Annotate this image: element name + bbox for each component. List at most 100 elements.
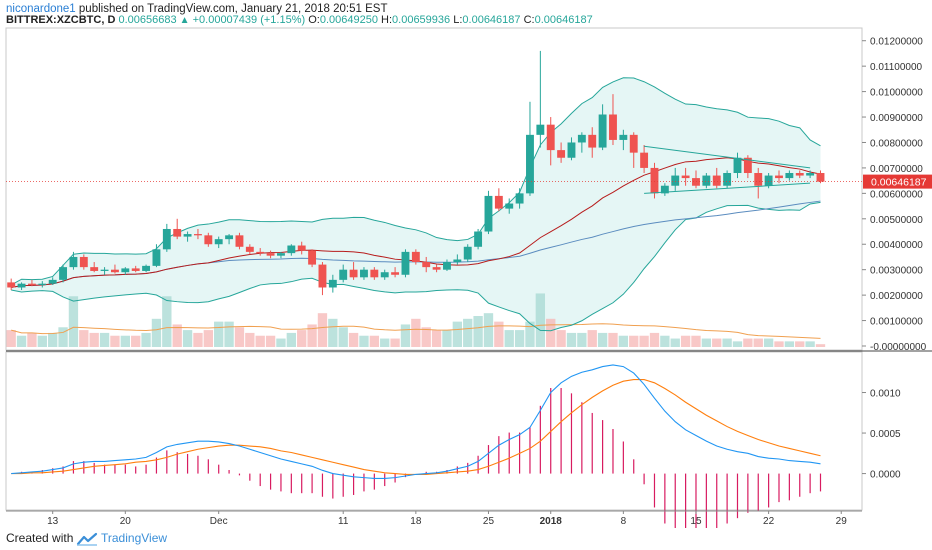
volume-bar (120, 335, 130, 347)
volume-bar (629, 335, 639, 347)
candle-body (277, 253, 285, 256)
candle-body (370, 269, 379, 278)
candle-body (90, 267, 99, 271)
candle-body (225, 235, 234, 240)
volume-bar (732, 341, 743, 347)
price-pane-frame (5, 27, 863, 351)
candle-body (121, 268, 130, 273)
volume-bar (400, 324, 411, 347)
candle-body (266, 253, 275, 256)
created-with-label: Created with (6, 531, 74, 545)
candle-body (194, 234, 202, 236)
high-label: H: (381, 14, 393, 26)
price-tick-label: 0.00100000 (870, 317, 923, 328)
candle-body (505, 203, 514, 209)
candle-body (723, 173, 732, 186)
volume-bar (255, 335, 265, 347)
candle-body (17, 283, 26, 288)
volume-bar (131, 335, 141, 347)
open-value: 0.00649250 (319, 14, 378, 26)
candle-body (422, 262, 431, 268)
candle-body (183, 234, 192, 237)
symbol-info: BITTREX:XZCBTC, D 0.00656683 ▲ +0.000074… (6, 13, 593, 28)
volume-bar (265, 335, 276, 347)
candle-body (764, 175, 773, 186)
candle-body (287, 245, 296, 254)
candle-body (380, 272, 389, 278)
candle-body (111, 269, 119, 273)
volume-bar (712, 338, 722, 347)
last-price-label: 0.00646187 (871, 177, 927, 189)
price-tick-label: 0.00600000 (870, 189, 923, 200)
volume-bar (722, 338, 732, 347)
volume-bar (535, 293, 546, 347)
volume-bar (546, 318, 556, 347)
volume-bar (763, 338, 774, 347)
candle-body (401, 251, 410, 275)
price-tick-label: 0.00300000 (870, 266, 923, 277)
bollinger-lower-line (11, 201, 821, 332)
volume-ma-line (11, 323, 821, 339)
candle-body (7, 282, 16, 288)
candle-body (567, 142, 576, 158)
volume-bar (307, 324, 317, 347)
author-link[interactable]: niconardone1 (6, 3, 76, 15)
time-tick-label: 22 (763, 516, 775, 527)
published-text: published on TradingView.com, January 21… (75, 3, 388, 15)
candle-body (660, 185, 669, 194)
volume-bar (774, 341, 784, 347)
volume-bar (597, 332, 608, 347)
price-tick-label: 0.00900000 (870, 113, 923, 124)
volume-bar (805, 341, 815, 347)
close-ohlc-value: 0.00646187 (534, 14, 593, 26)
candle-body (349, 269, 358, 278)
volume-bar (473, 316, 483, 347)
candle-body (629, 134, 638, 153)
symbol-label: BITTREX:XZCBTC, D (6, 14, 116, 26)
low-value: 0.00646187 (462, 14, 521, 26)
volume-bar (463, 318, 473, 347)
volume-bar (442, 330, 452, 347)
price-tick-label: 0.00800000 (870, 138, 923, 149)
trendline-lower (644, 182, 811, 194)
candle-body (391, 272, 400, 275)
time-tick-label: 15 (690, 516, 702, 527)
volume-bar (452, 321, 463, 347)
candle-body (142, 265, 151, 271)
price-tick-label: 0.00400000 (870, 240, 923, 251)
volume-bar (37, 335, 47, 347)
volume-bar (587, 330, 597, 347)
volume-bar (328, 318, 338, 347)
chart-svg[interactable]: 0.00646187 0.01200000 0.01100000 0.01000000… (0, 0, 932, 528)
volume-bar (79, 330, 89, 347)
volume-bar (618, 335, 629, 347)
volume-bar (390, 338, 400, 347)
candle-body (463, 246, 472, 260)
price-tick-label: 0.00200000 (870, 291, 923, 302)
time-tick-label: 18 (410, 516, 422, 527)
volume-bar (504, 330, 514, 347)
volume-bar (297, 330, 307, 347)
high-value: 0.00659936 (392, 14, 451, 26)
candle-body (619, 134, 628, 140)
tradingview-brand[interactable]: TradingView (101, 531, 168, 545)
volume-bar (68, 296, 79, 347)
candle-body (650, 167, 659, 194)
volume-bar (359, 335, 369, 347)
candle-body (484, 195, 493, 232)
macd-tick-label: 0.0005 (870, 429, 901, 440)
candle-body (474, 231, 483, 247)
volume-bar (670, 338, 680, 347)
volume-bar (58, 327, 68, 347)
volume-bar (483, 313, 494, 347)
candle-body (557, 150, 566, 158)
bollinger-fill (11, 77, 821, 331)
close-label: C: (523, 14, 535, 26)
candle-body (245, 246, 254, 252)
candle-body (702, 175, 711, 186)
candle-body (692, 178, 700, 186)
volume-bar (27, 332, 37, 347)
candle-body (59, 267, 68, 280)
candle-body (297, 245, 306, 251)
candle-body (79, 256, 88, 268)
